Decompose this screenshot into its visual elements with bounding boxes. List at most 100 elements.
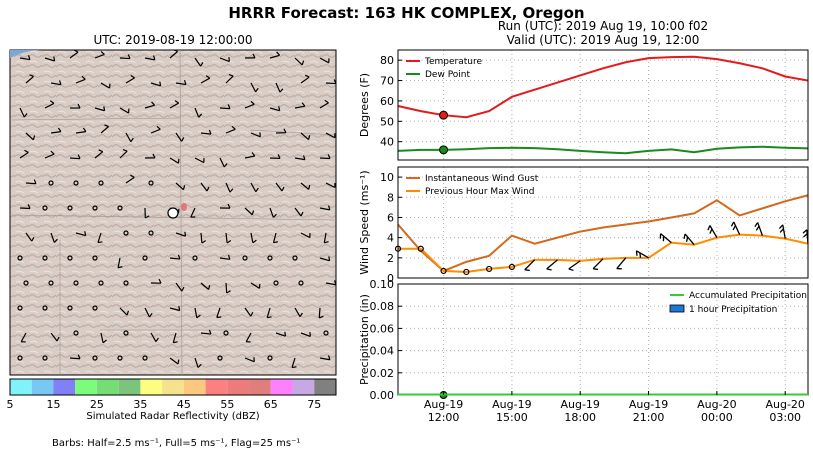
wind-barb bbox=[190, 207, 196, 218]
wind-barb bbox=[150, 332, 159, 343]
wind-barb bbox=[219, 57, 230, 63]
wind-barb bbox=[244, 100, 255, 109]
y-axis-label: Degrees (F) bbox=[358, 73, 371, 137]
x-tick-label-time: 00:00 bbox=[701, 411, 733, 424]
wind-barb bbox=[94, 106, 106, 112]
x-tick-label-date: Aug-19 bbox=[629, 398, 668, 411]
y-tick-label: 50 bbox=[380, 115, 394, 128]
wind-barb bbox=[117, 257, 123, 269]
legend-wind-gust: Instantaneous Wind Gust bbox=[425, 174, 539, 184]
calm-wind-circle bbox=[92, 305, 98, 311]
valid-info: Valid (UTC): 2019 Aug 19, 12:00 bbox=[506, 33, 700, 47]
wind-barb bbox=[200, 282, 211, 290]
y-tick-label: 40 bbox=[380, 136, 394, 149]
x-tick-label-time: 12:00 bbox=[428, 411, 460, 424]
wind-barb bbox=[707, 225, 718, 238]
wind-barb bbox=[325, 280, 337, 286]
colorbar-tick-label: 75 bbox=[307, 398, 321, 411]
y-tick-label: 6 bbox=[387, 211, 394, 224]
calm-wind-circle bbox=[192, 255, 198, 261]
calm-wind-circle bbox=[223, 330, 229, 336]
wind-barb bbox=[169, 157, 180, 164]
wind-barb bbox=[50, 332, 60, 342]
x-tick-label-date: Aug-19 bbox=[424, 398, 463, 411]
x-tick-label-date: Aug-20 bbox=[765, 398, 804, 411]
wind-barb bbox=[250, 232, 257, 244]
wind-barb bbox=[294, 307, 303, 317]
dewpoint-marker bbox=[439, 145, 449, 155]
series-line-temperature bbox=[397, 55, 809, 119]
wind-barb bbox=[19, 149, 29, 159]
panel-frame bbox=[397, 166, 809, 279]
wind-barb bbox=[250, 282, 261, 289]
map-title: UTC: 2019-08-19 12:00:00 bbox=[93, 33, 253, 47]
wind-barb bbox=[300, 132, 311, 141]
calm-wind-circle bbox=[48, 180, 54, 186]
wind-barb bbox=[194, 307, 201, 319]
calm-wind-circle bbox=[440, 267, 447, 275]
colorbar-cell bbox=[227, 379, 250, 395]
colorbar-tick-label: 15 bbox=[46, 398, 60, 411]
wind-barb bbox=[200, 129, 212, 135]
wind-barb bbox=[172, 332, 178, 344]
wind-barb bbox=[294, 57, 305, 66]
wind-barb bbox=[175, 182, 186, 191]
wind-barb bbox=[325, 79, 337, 85]
colorbar-cell bbox=[314, 379, 336, 395]
wind-barb bbox=[291, 357, 297, 369]
wind-barb bbox=[144, 307, 153, 318]
x-tick-label-time: 03:00 bbox=[769, 411, 801, 424]
wind-barb bbox=[275, 82, 284, 93]
wind-barb bbox=[200, 182, 210, 192]
y-tick-label: 2 bbox=[387, 252, 394, 265]
wind-barb bbox=[200, 329, 212, 335]
wind-barb bbox=[319, 256, 331, 262]
calm-wind-circle bbox=[42, 255, 48, 261]
wind-barb bbox=[219, 157, 228, 168]
wind-barb bbox=[25, 132, 36, 141]
x-tick-label-date: Aug-19 bbox=[492, 398, 531, 411]
y-axis-label: Precipitation (in) bbox=[358, 294, 371, 385]
fire-location-marker bbox=[167, 207, 179, 219]
wind-barb bbox=[275, 128, 287, 134]
y-tick-label: 0.08 bbox=[370, 300, 395, 313]
wind-barb bbox=[125, 174, 135, 184]
colorbar-cell bbox=[10, 379, 32, 395]
colorbar-label: Simulated Radar Reflectivity (dBZ) bbox=[86, 411, 260, 422]
wind-barb bbox=[300, 74, 310, 84]
wind-barb bbox=[175, 282, 185, 292]
wind-barb bbox=[216, 307, 222, 319]
wind-barb bbox=[616, 257, 627, 270]
colorbar-tick-label: 35 bbox=[133, 398, 147, 411]
calm-wind-circle bbox=[17, 255, 23, 261]
calm-wind-circle bbox=[98, 180, 104, 186]
y-tick-label: 80 bbox=[380, 54, 394, 67]
run-info: Run (UTC): 2019 Aug 19, 10:00 f02 bbox=[497, 19, 709, 33]
legend-hourly-precip-swatch bbox=[669, 304, 685, 313]
wind-barb bbox=[169, 305, 181, 312]
temperature-marker bbox=[439, 110, 449, 120]
calm-wind-circle bbox=[267, 355, 273, 361]
wind-barb bbox=[319, 99, 329, 109]
wind-barb bbox=[20, 332, 27, 343]
colorbar-frame bbox=[9, 378, 337, 396]
wind-barb bbox=[269, 207, 277, 218]
wind-barb bbox=[150, 125, 161, 134]
calm-wind-circle bbox=[267, 255, 273, 261]
wind-barb bbox=[592, 258, 604, 271]
wind-barb bbox=[250, 132, 261, 138]
legend-temperature: Temperature bbox=[424, 57, 482, 67]
wind-barb bbox=[200, 75, 211, 84]
y-tick-label: 60 bbox=[380, 95, 394, 108]
wind-barb bbox=[200, 232, 207, 244]
wind-barb bbox=[325, 182, 336, 189]
wind-barb bbox=[175, 231, 187, 237]
wind-barb bbox=[144, 101, 156, 109]
wind-barb bbox=[319, 355, 331, 361]
x-tick-label-time: 18:00 bbox=[564, 411, 596, 424]
wind-barb bbox=[69, 354, 81, 360]
series-line-dew-point bbox=[397, 145, 809, 155]
wind-barb bbox=[100, 82, 111, 89]
water-region bbox=[10, 50, 45, 58]
calm-wind-circle bbox=[98, 280, 104, 286]
